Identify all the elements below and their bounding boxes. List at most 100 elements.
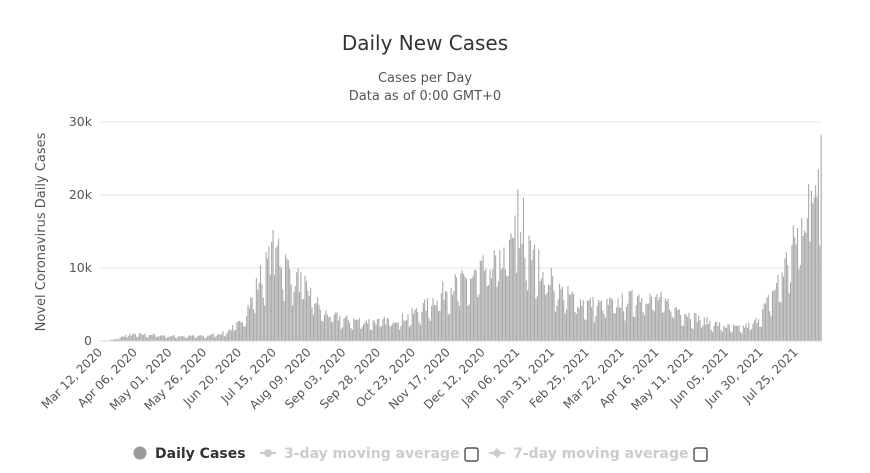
bar[interactable] bbox=[271, 241, 273, 341]
bar[interactable] bbox=[198, 335, 200, 341]
bar[interactable] bbox=[166, 337, 168, 341]
bar[interactable] bbox=[638, 294, 640, 341]
bar[interactable] bbox=[630, 291, 632, 341]
bar[interactable] bbox=[503, 247, 505, 341]
bar[interactable] bbox=[346, 315, 348, 341]
bar[interactable] bbox=[200, 335, 202, 341]
bar[interactable] bbox=[682, 325, 684, 341]
bar[interactable] bbox=[151, 335, 153, 341]
bar[interactable] bbox=[257, 289, 259, 341]
bar[interactable] bbox=[706, 316, 708, 341]
bar[interactable] bbox=[616, 307, 618, 341]
bar[interactable] bbox=[372, 319, 374, 341]
bar[interactable] bbox=[186, 337, 188, 341]
bar[interactable] bbox=[194, 337, 196, 341]
bar[interactable] bbox=[815, 185, 817, 341]
bar[interactable] bbox=[161, 335, 163, 341]
bar[interactable] bbox=[572, 293, 575, 341]
bar[interactable] bbox=[449, 314, 451, 341]
bar[interactable] bbox=[659, 297, 661, 341]
bar[interactable] bbox=[680, 314, 682, 341]
bar[interactable] bbox=[285, 254, 287, 341]
bar[interactable] bbox=[340, 329, 342, 341]
bar[interactable] bbox=[241, 322, 243, 341]
bar[interactable] bbox=[442, 281, 444, 341]
bar[interactable] bbox=[321, 320, 323, 341]
bar[interactable] bbox=[212, 333, 214, 341]
bar[interactable] bbox=[154, 334, 156, 341]
bar[interactable] bbox=[627, 303, 629, 341]
bar[interactable] bbox=[769, 311, 771, 341]
bar[interactable] bbox=[762, 308, 764, 341]
bar[interactable] bbox=[133, 333, 135, 341]
bar[interactable] bbox=[735, 325, 737, 341]
bar[interactable] bbox=[368, 318, 370, 341]
bar[interactable] bbox=[246, 316, 248, 341]
bar[interactable] bbox=[244, 326, 246, 341]
bar[interactable] bbox=[385, 324, 387, 341]
bar[interactable] bbox=[536, 295, 538, 341]
bar[interactable] bbox=[719, 322, 721, 341]
bar[interactable] bbox=[507, 276, 509, 341]
bar[interactable] bbox=[237, 320, 239, 341]
bar[interactable] bbox=[520, 231, 522, 341]
bar[interactable] bbox=[675, 307, 678, 341]
bar[interactable] bbox=[227, 330, 230, 341]
bar[interactable] bbox=[134, 333, 136, 341]
bar[interactable] bbox=[312, 314, 314, 341]
bar[interactable] bbox=[115, 338, 117, 341]
bar[interactable] bbox=[183, 336, 185, 341]
bar[interactable] bbox=[438, 310, 440, 341]
bar[interactable] bbox=[566, 309, 568, 341]
bar[interactable] bbox=[467, 305, 469, 341]
bar[interactable] bbox=[582, 300, 584, 341]
bar[interactable] bbox=[674, 308, 676, 341]
bar[interactable] bbox=[534, 244, 536, 341]
bar[interactable] bbox=[581, 306, 583, 341]
bar[interactable] bbox=[518, 248, 520, 341]
bar[interactable] bbox=[687, 317, 689, 341]
bar[interactable] bbox=[279, 266, 281, 341]
bar[interactable] bbox=[251, 297, 253, 341]
bar[interactable] bbox=[739, 332, 742, 341]
bar[interactable] bbox=[453, 291, 455, 341]
bar[interactable] bbox=[296, 272, 298, 341]
bar[interactable] bbox=[493, 250, 495, 341]
bar[interactable] bbox=[727, 324, 729, 341]
bar[interactable] bbox=[780, 302, 782, 341]
bar[interactable] bbox=[222, 331, 224, 341]
bar[interactable] bbox=[517, 189, 519, 341]
bar[interactable] bbox=[656, 293, 658, 341]
bar[interactable] bbox=[470, 278, 472, 341]
bar[interactable] bbox=[413, 313, 415, 341]
bar[interactable] bbox=[713, 325, 715, 341]
bar[interactable] bbox=[177, 336, 179, 341]
bar[interactable] bbox=[623, 311, 625, 341]
bar[interactable] bbox=[803, 230, 806, 341]
bar[interactable] bbox=[229, 329, 231, 341]
bar[interactable] bbox=[155, 336, 157, 341]
bar[interactable] bbox=[586, 300, 588, 341]
bar[interactable] bbox=[545, 294, 547, 341]
bar[interactable] bbox=[511, 237, 513, 341]
bar[interactable] bbox=[159, 335, 161, 341]
bar[interactable] bbox=[226, 332, 228, 341]
bar[interactable] bbox=[556, 305, 558, 341]
bar[interactable] bbox=[162, 335, 164, 341]
bar[interactable] bbox=[646, 303, 648, 341]
bar[interactable] bbox=[585, 319, 587, 341]
bar[interactable] bbox=[568, 294, 570, 341]
bar[interactable] bbox=[808, 184, 810, 341]
bar[interactable] bbox=[592, 296, 594, 341]
bar[interactable] bbox=[564, 313, 566, 341]
bar[interactable] bbox=[289, 268, 291, 341]
bar[interactable] bbox=[806, 218, 808, 341]
bar[interactable] bbox=[666, 301, 668, 341]
bar[interactable] bbox=[125, 335, 127, 341]
bar[interactable] bbox=[716, 322, 718, 341]
bar[interactable] bbox=[773, 290, 775, 341]
bar[interactable] bbox=[339, 316, 341, 341]
bar[interactable] bbox=[440, 293, 442, 341]
bar[interactable] bbox=[175, 337, 177, 341]
bar[interactable] bbox=[496, 286, 498, 341]
